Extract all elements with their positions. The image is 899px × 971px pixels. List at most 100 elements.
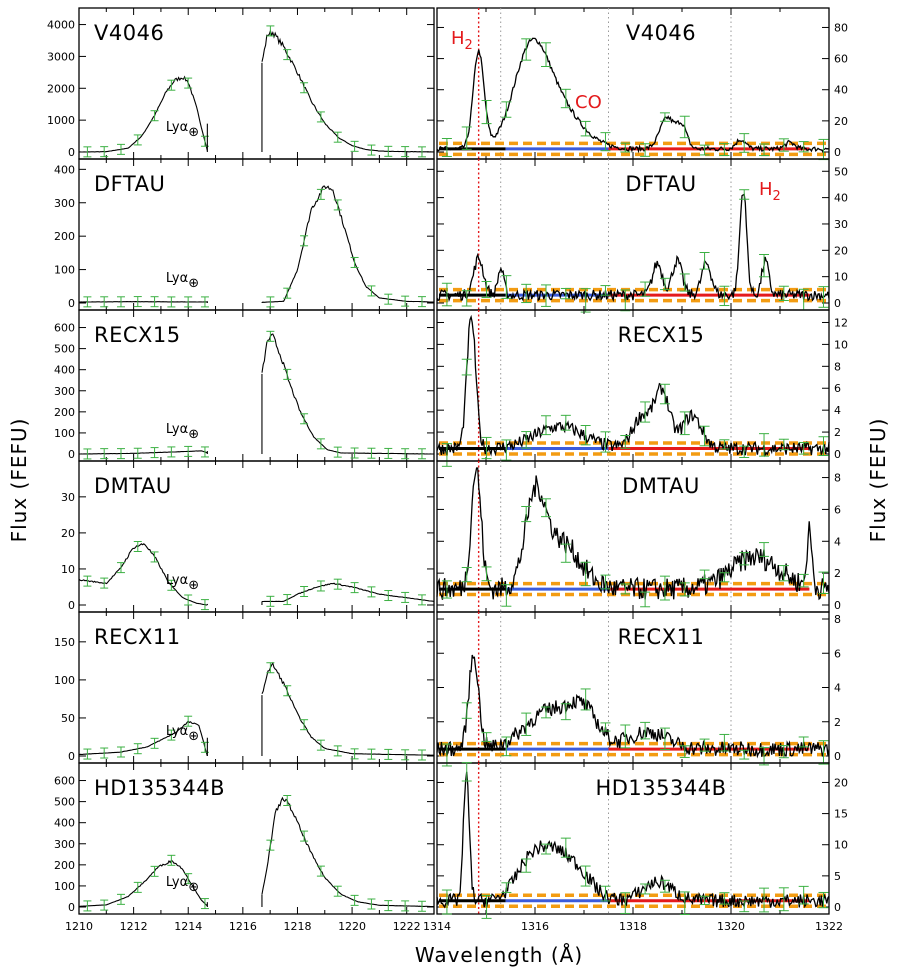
lya-earth-label: Lyα⊕	[166, 120, 199, 140]
left-spectrum-red	[261, 796, 434, 908]
lya-earth-label: Lyα⊕	[166, 724, 199, 744]
left-xtick-label: 1214	[174, 920, 202, 933]
right-ytick-label: 80	[834, 21, 848, 34]
panel-recx15: 0 100 200 300 400 500 600 RECX15 Lyα⊕ 0 2 4 6 8 10 12 RE…	[54, 309, 848, 467]
left-ytick-label: 0	[68, 448, 75, 461]
left-ytick-label: 150	[54, 636, 75, 649]
left-ytick-label: 100	[54, 264, 75, 277]
right-ytick-label: 10	[834, 271, 848, 284]
right-ytick-label: 12	[834, 316, 848, 329]
right-ytick-label: 0	[834, 448, 841, 461]
right-ytick-label: 6	[834, 647, 841, 660]
left-ytick-label: 20	[61, 527, 75, 540]
panel-v4046: 0 1000 2000 3000 4000 V4046 Lyα⊕ 0 20 40 60 80 V4046…	[47, 7, 848, 161]
left-ytick-label: 2000	[47, 82, 75, 95]
star-name-left: RECX15	[94, 323, 181, 347]
left-ytick-label: 0	[68, 599, 75, 612]
left-ytick-label: 600	[54, 322, 75, 335]
left-ytick-label: 100	[54, 880, 75, 893]
left-xtick-label: 1218	[283, 920, 311, 933]
left-spectrum-red	[261, 333, 434, 455]
right-ytick-label: 20	[834, 776, 848, 789]
h2-label-right-sub: 2	[773, 189, 781, 204]
left-ytick-label: 4000	[47, 19, 75, 32]
left-xtick-label: 1210	[65, 920, 93, 933]
left-ytick-label: 0	[68, 297, 75, 310]
lya-earth-label-sub: ⊕	[188, 427, 199, 442]
lya-earth-label-main: Lyα	[166, 120, 188, 135]
left-spectrum-blue	[79, 301, 208, 303]
y-axis-label-left: Flux (FEFU)	[7, 418, 31, 543]
left-spectrum-red	[261, 661, 434, 756]
left-ytick-label: 400	[54, 364, 75, 377]
lya-earth-label-main: Lyα	[166, 573, 188, 588]
star-name-right: V4046	[626, 21, 696, 45]
lya-earth-label-sub: ⊕	[188, 578, 199, 593]
right-ytick-label: 4	[834, 404, 841, 417]
y-axis-label-right: Flux (FEFU)	[866, 418, 890, 543]
right-ytick-label: 30	[834, 218, 848, 231]
left-spectrum-red	[261, 29, 434, 153]
lya-earth-label-main: Lyα	[166, 271, 188, 286]
left-ytick-label: 100	[54, 674, 75, 687]
right-ytick-label: 0	[834, 901, 841, 914]
h2-label-right-main: H	[759, 179, 773, 200]
right-ytick-label: 15	[834, 808, 848, 821]
x-axis-label: Wavelength (Å)	[415, 943, 583, 967]
lya-earth-label: Lyα⊕	[166, 422, 199, 442]
lya-earth-label-main: Lyα	[166, 724, 188, 739]
left-ytick-label: 200	[54, 230, 75, 243]
co-label: CO	[575, 92, 602, 113]
left-xtick-label: 1212	[120, 920, 148, 933]
left-ytick-label: 400	[54, 163, 75, 176]
right-ytick-label: 0	[834, 146, 841, 159]
left-ytick-label: 200	[54, 406, 75, 419]
right-ytick-label: 20	[834, 244, 848, 257]
left-ytick-label: 1000	[47, 114, 75, 127]
left-ytick-label: 0	[68, 146, 75, 159]
left-xtick-label: 1216	[229, 920, 257, 933]
right-ytick-label: 8	[834, 613, 841, 626]
left-ytick-label: 400	[54, 817, 75, 830]
h2-label: H2	[451, 28, 473, 53]
left-spectrum-blue	[79, 450, 208, 455]
left-ytick-label: 30	[61, 491, 75, 504]
panel-dftau: 0 100 200 300 400 DFTAU Lyα⊕ 0 10 20 30 40 50 DFTAU H2	[54, 158, 848, 313]
left-ytick-label: 0	[68, 750, 75, 763]
left-ytick-label: 100	[54, 427, 75, 440]
right-xtick-label: 1314	[423, 920, 451, 933]
panel-dmtau: 0 10 20 30 DMTAU Lyα⊕ 0 2 4 6 8 DMTAU	[61, 460, 841, 613]
star-name-left: V4046	[94, 21, 164, 45]
left-spectrum-blue	[78, 75, 208, 153]
right-ytick-label: 40	[834, 84, 848, 97]
left-ytick-label: 300	[54, 385, 75, 398]
left-spectrum-red	[261, 185, 434, 303]
x-tick-labels: 1210 1212 1214 1216 1218 1220 1222 1314 1316 1318…	[65, 920, 843, 933]
left-ytick-label: 200	[54, 859, 75, 872]
left-ytick-label: 300	[54, 838, 75, 851]
left-ytick-label: 50	[61, 712, 75, 725]
right-xtick-label: 1318	[619, 920, 647, 933]
lya-earth-label-sub: ⊕	[188, 276, 199, 291]
left-spectrum-blue	[78, 859, 208, 908]
right-ytick-label: 4	[834, 682, 841, 695]
right-ytick-label: 5	[834, 870, 841, 883]
lya-earth-label-sub: ⊕	[188, 880, 199, 895]
lya-earth-label: Lyα⊕	[166, 271, 199, 291]
lya-earth-label: Lyα⊕	[166, 875, 199, 895]
star-name-right: HD135344B	[595, 776, 726, 800]
right-ytick-label: 8	[834, 360, 841, 373]
right-ytick-label: 0	[834, 297, 841, 310]
panel-hd135344b: 0 100 200 300 400 500 600 HD135344B Lyα⊕ 0 5 10 15 20…	[54, 762, 848, 919]
right-xtick-label: 1320	[717, 920, 745, 933]
right-spectrum	[436, 193, 830, 303]
right-ytick-label: 6	[834, 382, 841, 395]
panel-recx11: 0 50 100 150 RECX11 Lyα⊕ 0 2 4 6 8 RECX11	[54, 611, 841, 767]
left-ytick-label: 10	[61, 563, 75, 576]
star-name-right: DMTAU	[622, 474, 700, 498]
right-ytick-label: 2	[834, 567, 841, 580]
lya-earth-label: Lyα⊕	[166, 573, 199, 593]
star-name-right: DFTAU	[625, 172, 696, 196]
